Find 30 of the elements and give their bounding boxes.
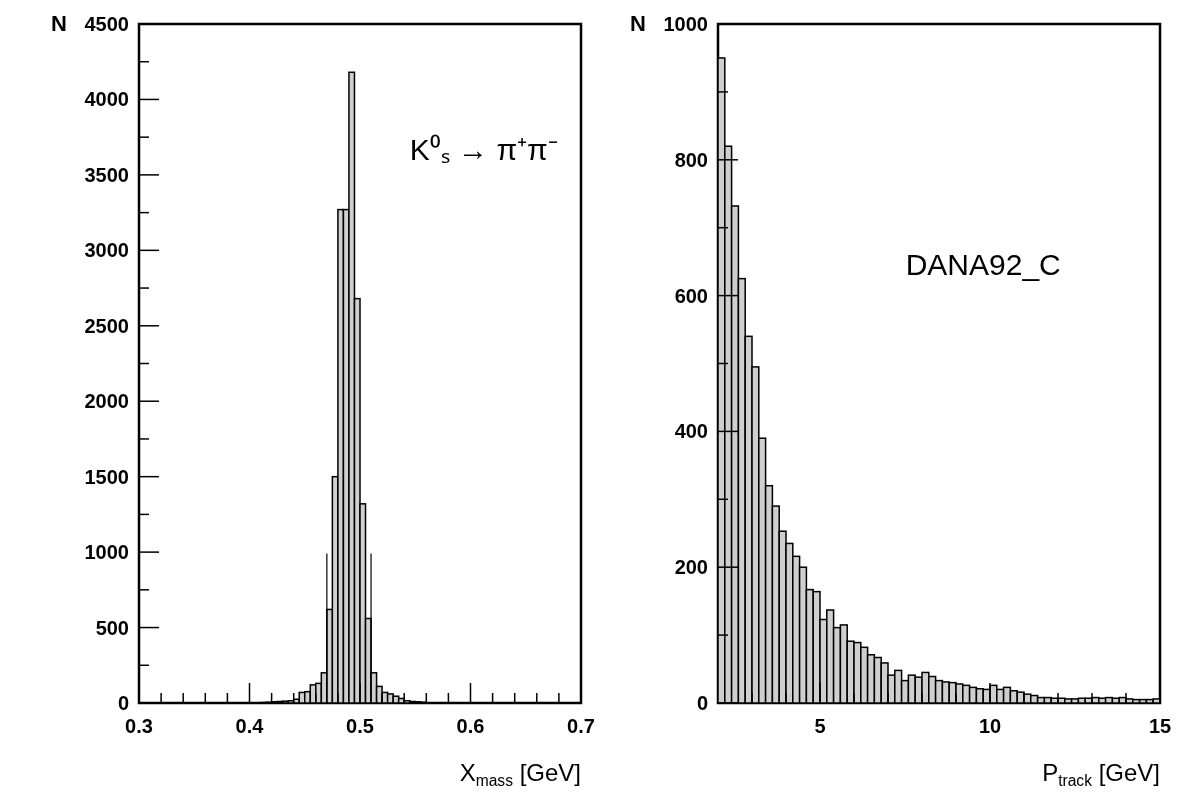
y-tick-label: 2500 — [84, 314, 129, 337]
y-tick-label: 1000 — [84, 541, 129, 564]
y-axis-title: N — [51, 11, 67, 36]
x-tick-label: 0.4 — [235, 715, 265, 737]
y-tick-label: 4000 — [84, 88, 129, 111]
x-axis-title: P$_{track}$ [GeV] — [1042, 759, 1160, 789]
y-tick-label: 1500 — [84, 465, 129, 488]
y-tick-label: 3000 — [84, 239, 129, 262]
y-tick-label: 400 — [674, 420, 708, 443]
x-tick-label: 15 — [1148, 715, 1172, 737]
x-tick-label: 10 — [978, 715, 1002, 737]
annotation: K⁰ₛ → π⁺π⁻ — [409, 132, 558, 166]
y-tick-label: 1000 — [663, 13, 708, 35]
y-tick-label: 500 — [95, 616, 129, 639]
annotation: DANA92_C — [905, 248, 1061, 282]
x-tick-label: 5 — [814, 715, 826, 737]
x-tick-label: 0.6 — [456, 715, 485, 737]
x-tick-label: 0.7 — [567, 715, 595, 737]
y-tick-label: 800 — [674, 148, 708, 171]
x-axis-title: X$_{mass}$ [GeV] — [459, 759, 581, 789]
y-tick-label: 3500 — [84, 163, 129, 186]
x-tick-label: 0.3 — [125, 715, 153, 737]
y-tick-label: 600 — [674, 284, 708, 307]
y-axis-title: N — [630, 11, 646, 36]
y-tick-label: 2000 — [84, 390, 129, 413]
x-tick-label: 0.5 — [346, 715, 374, 737]
y-tick-label: 200 — [674, 556, 708, 579]
y-tick-label: 0 — [117, 692, 129, 714]
y-tick-label: 0 — [696, 692, 708, 714]
y-tick-label: 4500 — [84, 13, 129, 35]
